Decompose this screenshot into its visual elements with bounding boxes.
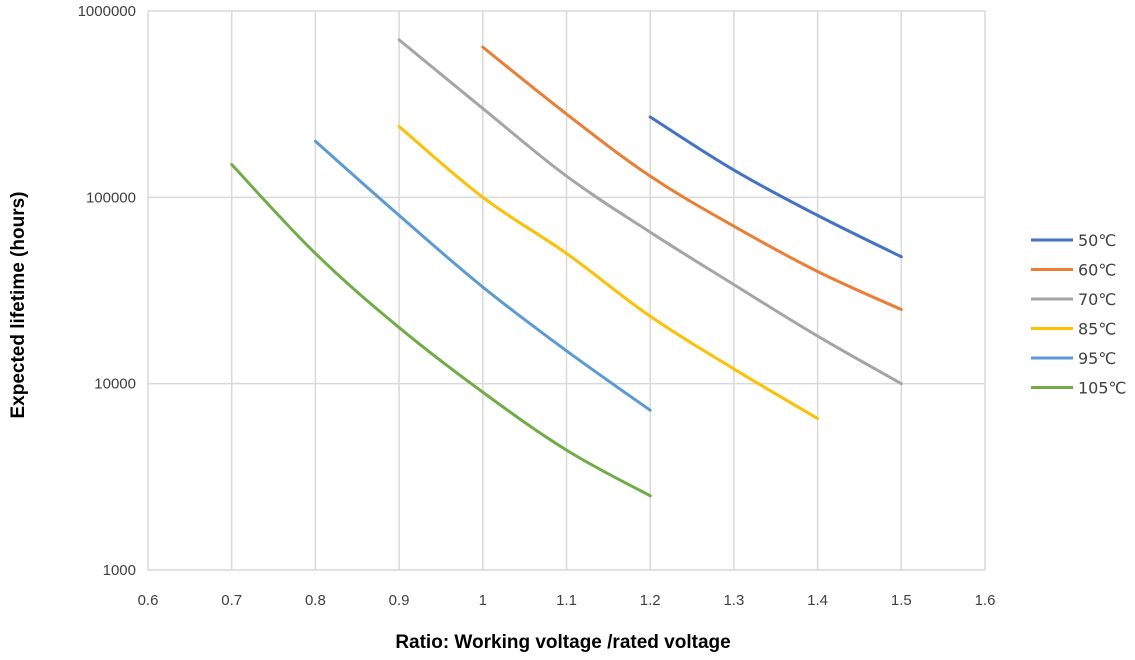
x-tick-label: 1.4 — [807, 592, 828, 609]
y-tick-label: 1000000 — [78, 3, 136, 20]
x-tick-label: 0.7 — [221, 592, 242, 609]
x-axis-title: Ratio: Working voltage /rated voltage — [395, 632, 730, 653]
legend-label: 95℃ — [1078, 349, 1116, 368]
series-lines — [230, 38, 903, 498]
x-tick-label: 0.8 — [305, 592, 326, 609]
series-line — [481, 45, 903, 312]
x-tick-label: 1.2 — [640, 592, 661, 609]
series-line — [313, 139, 652, 412]
series-line — [397, 38, 903, 386]
x-tick-label: 1.6 — [975, 592, 996, 609]
y-tick-label: 1000 — [103, 562, 136, 579]
legend-label: 85℃ — [1078, 320, 1116, 339]
grid — [147, 10, 986, 571]
y-axis-title: Expected lifetime (hours) — [8, 192, 29, 419]
x-tick-label: 0.9 — [389, 592, 410, 609]
series-line — [397, 124, 820, 421]
x-axis-ticks: 0.6 0.7 0.8 0.9 1 1.1 1.2 1.3 1.4 1.5 1.6 — [138, 592, 996, 609]
series-line — [230, 163, 652, 498]
y-tick-label: 100000 — [86, 189, 136, 206]
x-tick-label: 0.6 — [138, 592, 159, 609]
x-tick-label: 1.1 — [556, 592, 577, 609]
series-line — [648, 115, 903, 259]
x-tick-label: 1.3 — [723, 592, 744, 609]
y-axis-ticks: 1000 10000 100000 1000000 — [78, 3, 136, 579]
legend-label: 105℃ — [1078, 379, 1127, 398]
legend: 50℃ 60℃ 70℃ 85℃ 95℃ 105℃ — [1031, 231, 1127, 398]
y-tick-label: 10000 — [94, 376, 136, 393]
x-tick-label: 1.5 — [891, 592, 912, 609]
x-tick-label: 1 — [479, 592, 487, 609]
legend-label: 50℃ — [1078, 231, 1116, 250]
legend-label: 60℃ — [1078, 261, 1116, 280]
legend-label: 70℃ — [1078, 290, 1116, 309]
